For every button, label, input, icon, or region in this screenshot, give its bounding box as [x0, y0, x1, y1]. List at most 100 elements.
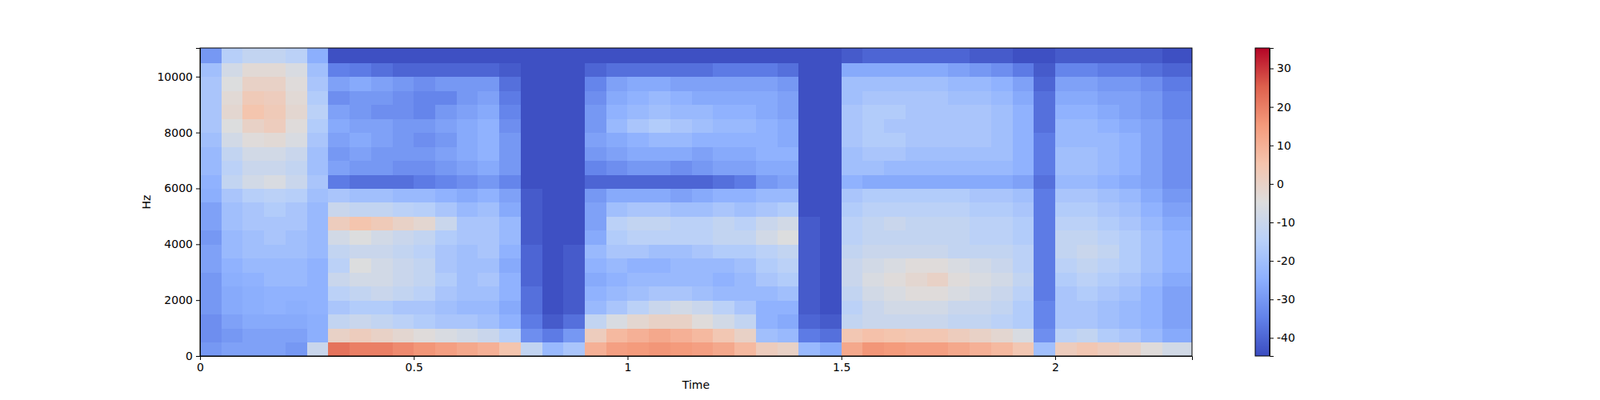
cell [756, 90, 778, 105]
cell [692, 146, 714, 161]
cell [991, 174, 1013, 189]
cell [520, 258, 543, 273]
cell [969, 188, 992, 203]
cell [692, 216, 714, 231]
cell [456, 258, 479, 273]
cell [392, 342, 415, 356]
cell [1055, 118, 1077, 133]
cell [221, 160, 244, 176]
cell [862, 202, 884, 217]
cell [1119, 300, 1141, 315]
cell [627, 244, 649, 259]
cell [606, 286, 628, 301]
cell [221, 174, 244, 189]
cell [1097, 272, 1120, 287]
cell [413, 272, 436, 287]
cell [820, 146, 842, 161]
cell [606, 62, 628, 77]
cell [798, 104, 820, 120]
cell [927, 272, 949, 287]
cell [905, 230, 928, 245]
cell [670, 272, 692, 287]
cell [884, 230, 906, 245]
cell [884, 188, 906, 203]
cell [392, 202, 415, 217]
cell [456, 188, 479, 203]
tick-label: 2 [1052, 360, 1060, 374]
cell [1055, 328, 1077, 343]
cell [435, 286, 457, 301]
cell [242, 174, 264, 189]
cell [413, 104, 436, 120]
cell [841, 104, 864, 120]
cell [584, 314, 607, 329]
cell [477, 216, 500, 231]
cell [948, 258, 970, 273]
cell [499, 314, 521, 329]
cell [627, 90, 649, 105]
cell [392, 90, 415, 105]
cell [948, 216, 970, 231]
cell [820, 272, 842, 287]
cell [328, 216, 350, 231]
cell [841, 258, 864, 273]
cell [841, 314, 864, 329]
cell [712, 160, 735, 176]
cell [1097, 160, 1120, 176]
cell [927, 76, 949, 92]
cell [734, 286, 756, 301]
cell [413, 286, 436, 301]
cell [606, 48, 628, 64]
cell [756, 132, 778, 148]
cell [542, 286, 564, 301]
cell [200, 244, 222, 259]
tick: 1 [624, 356, 632, 374]
cell [627, 160, 649, 176]
cell [328, 286, 350, 301]
cell [734, 160, 756, 176]
cell [285, 230, 308, 245]
cell [648, 174, 671, 189]
cell [584, 328, 607, 343]
cell [820, 48, 842, 64]
tick: 0.5 [405, 356, 424, 374]
cell [1162, 104, 1192, 120]
cell [1162, 286, 1192, 301]
cell [1162, 258, 1192, 273]
cell [734, 104, 756, 120]
cell [648, 286, 671, 301]
cell [948, 118, 970, 133]
y-axis-title: Hz [140, 195, 153, 210]
cell [1012, 202, 1035, 217]
cell [392, 216, 415, 231]
cell [648, 90, 671, 105]
cell [520, 132, 543, 148]
cell [1033, 202, 1056, 217]
cell [862, 48, 884, 64]
cell [627, 202, 649, 217]
cell [1012, 258, 1035, 273]
cell [1033, 76, 1056, 92]
cell [371, 188, 393, 203]
tick-label: -10 [1276, 216, 1296, 229]
cell [606, 342, 628, 356]
cell [734, 48, 756, 64]
cell [756, 160, 778, 176]
cell [1162, 244, 1192, 259]
cell [542, 244, 564, 259]
cell [435, 76, 457, 92]
cell [905, 132, 928, 148]
cell [1033, 104, 1056, 120]
cell [927, 216, 949, 231]
cell [841, 328, 864, 343]
cell [884, 160, 906, 176]
cell [371, 160, 393, 176]
cell [927, 62, 949, 77]
cell [905, 62, 928, 77]
cell [627, 146, 649, 161]
cell [1012, 216, 1035, 231]
cell [1076, 146, 1099, 161]
cell [200, 118, 222, 133]
cell [756, 342, 778, 356]
cell [200, 104, 222, 120]
